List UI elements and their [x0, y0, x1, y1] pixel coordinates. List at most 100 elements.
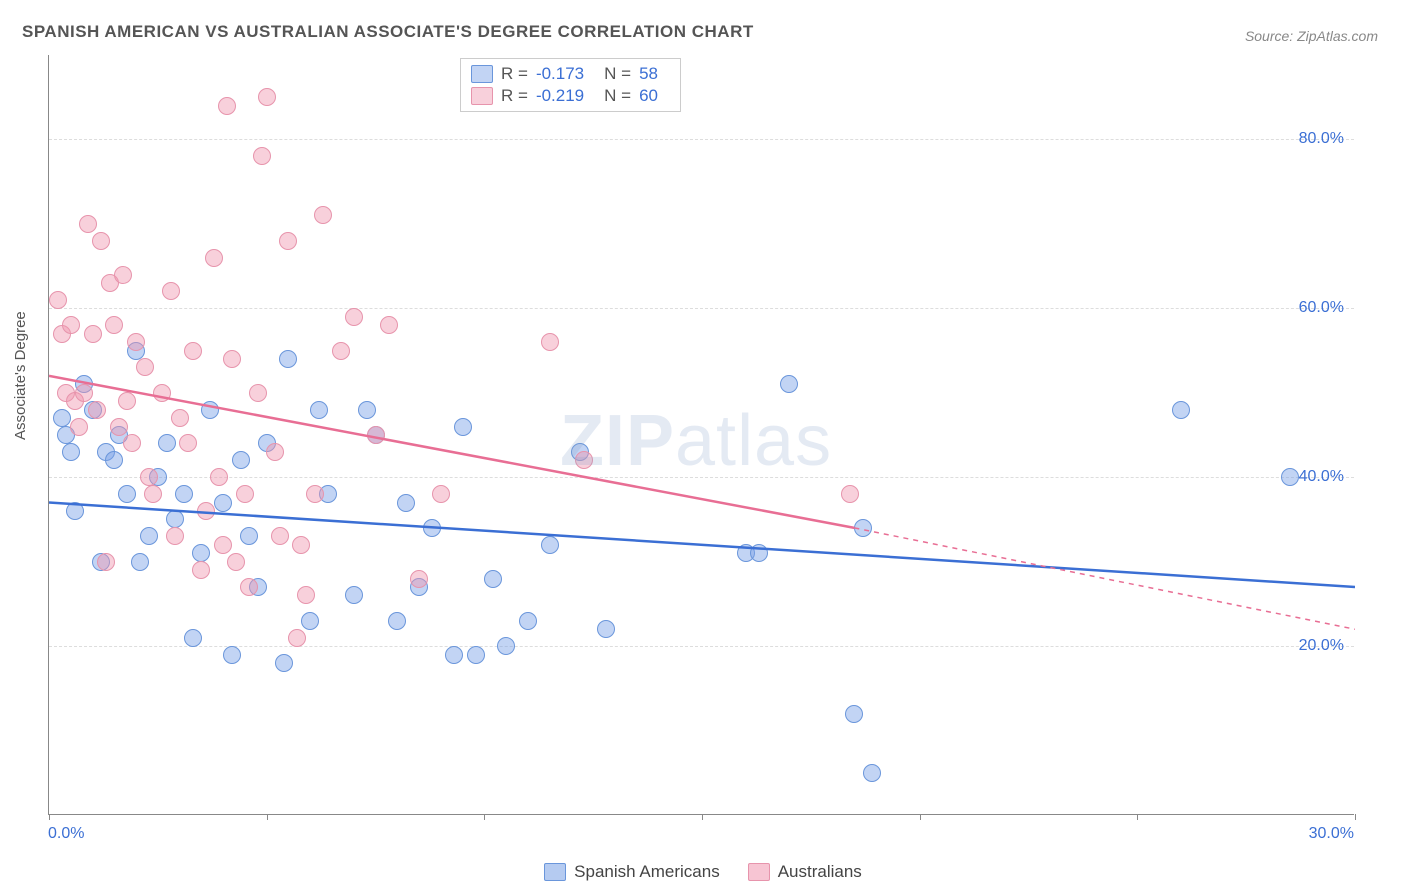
scatter-point [332, 342, 350, 360]
legend-stat-r-label: R = [501, 64, 528, 84]
y-tick-label: 60.0% [1299, 299, 1344, 317]
scatter-point [541, 333, 559, 351]
gridline [49, 308, 1354, 309]
scatter-point [140, 527, 158, 545]
scatter-point [171, 409, 189, 427]
scatter-point [131, 553, 149, 571]
scatter-point [388, 612, 406, 630]
scatter-point [192, 561, 210, 579]
scatter-point [232, 451, 250, 469]
scatter-point [179, 434, 197, 452]
scatter-point [184, 342, 202, 360]
bottom-legend-item: Spanish Americans [544, 862, 720, 882]
scatter-point [144, 485, 162, 503]
scatter-point [288, 629, 306, 647]
scatter-point [240, 527, 258, 545]
scatter-point [410, 570, 428, 588]
x-tick [1355, 814, 1356, 820]
scatter-point [310, 401, 328, 419]
y-tick-label: 20.0% [1299, 637, 1344, 655]
scatter-point [123, 434, 141, 452]
gridline [49, 139, 1354, 140]
scatter-point [75, 384, 93, 402]
scatter-point [249, 384, 267, 402]
scatter-point [345, 308, 363, 326]
scatter-point [597, 620, 615, 638]
legend-row: R =-0.173N =58 [471, 63, 670, 85]
scatter-point [306, 485, 324, 503]
scatter-point [467, 646, 485, 664]
scatter-point [297, 586, 315, 604]
scatter-point [110, 418, 128, 436]
scatter-point [214, 494, 232, 512]
plot-area: 20.0%40.0%60.0%80.0% [48, 55, 1354, 815]
scatter-point [258, 88, 276, 106]
scatter-point [205, 249, 223, 267]
scatter-point [97, 553, 115, 571]
scatter-point [841, 485, 859, 503]
scatter-point [271, 527, 289, 545]
scatter-point [184, 629, 202, 647]
legend-swatch [544, 863, 566, 881]
x-tick [484, 814, 485, 820]
legend-swatch [748, 863, 770, 881]
x-tick-label: 0.0% [48, 825, 84, 843]
scatter-point [1172, 401, 1190, 419]
scatter-point [266, 443, 284, 461]
scatter-point [153, 384, 171, 402]
scatter-point [53, 409, 71, 427]
x-tick [702, 814, 703, 820]
bottom-legend-item: Australians [748, 862, 862, 882]
gridline [49, 646, 1354, 647]
scatter-point [367, 426, 385, 444]
legend-row: R =-0.219N =60 [471, 85, 670, 107]
scatter-point [158, 434, 176, 452]
scatter-point [49, 291, 67, 309]
y-axis-label: Associate's Degree [12, 311, 29, 440]
scatter-point [432, 485, 450, 503]
scatter-point [423, 519, 441, 537]
legend-stat-n-value: 58 [639, 64, 658, 84]
scatter-point [223, 350, 241, 368]
scatter-point [854, 519, 872, 537]
scatter-point [127, 333, 145, 351]
gridline [49, 477, 1354, 478]
scatter-point [358, 401, 376, 419]
scatter-point [210, 468, 228, 486]
legend-swatch [471, 65, 493, 83]
legend-stat-n-label: N = [604, 86, 631, 106]
scatter-point [66, 502, 84, 520]
x-tick-label: 30.0% [1309, 825, 1354, 843]
scatter-point [575, 451, 593, 469]
scatter-point [136, 358, 154, 376]
correlation-legend: R =-0.173N =58R =-0.219N =60 [460, 58, 681, 112]
x-tick [267, 814, 268, 820]
scatter-point [750, 544, 768, 562]
legend-swatch [471, 87, 493, 105]
scatter-point [79, 215, 97, 233]
scatter-point [275, 654, 293, 672]
scatter-point [780, 375, 798, 393]
x-tick [920, 814, 921, 820]
scatter-point [70, 418, 88, 436]
scatter-point [88, 401, 106, 419]
legend-stat-n-label: N = [604, 64, 631, 84]
legend-label: Australians [778, 862, 862, 882]
x-tick [49, 814, 50, 820]
scatter-point [92, 232, 110, 250]
scatter-point [345, 586, 363, 604]
scatter-point [314, 206, 332, 224]
scatter-point [845, 705, 863, 723]
scatter-point [380, 316, 398, 334]
trendlines [49, 55, 1355, 815]
chart-title: SPANISH AMERICAN VS AUSTRALIAN ASSOCIATE… [22, 22, 754, 42]
scatter-point [140, 468, 158, 486]
scatter-point [192, 544, 210, 562]
scatter-point [223, 646, 241, 664]
scatter-point [227, 553, 245, 571]
scatter-point [166, 527, 184, 545]
scatter-point [105, 316, 123, 334]
scatter-point [253, 147, 271, 165]
scatter-point [279, 350, 297, 368]
scatter-point [301, 612, 319, 630]
